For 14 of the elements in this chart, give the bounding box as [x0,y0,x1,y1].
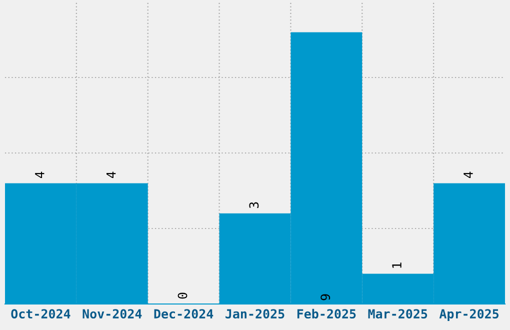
x-tick-label: Nov-2024 [82,309,142,319]
data-label: 4 [106,172,116,178]
data-label: 0 [178,292,188,299]
x-tick-label: Mar-2025 [368,309,428,319]
x-tick-label: Feb-2025 [297,308,356,319]
data-label: 1 [392,262,402,268]
data-label: 9 [320,294,330,300]
x-tick-label: Apr-2025 [439,309,499,321]
data-label: 3 [249,202,259,208]
data-label: 4 [35,172,44,178]
data-label: 4 [464,172,473,178]
x-tick-label: Dec-2024 [154,309,214,319]
x-tick-label: Jan-2025 [226,309,284,319]
x-tick-label: Oct-2024 [11,309,70,319]
